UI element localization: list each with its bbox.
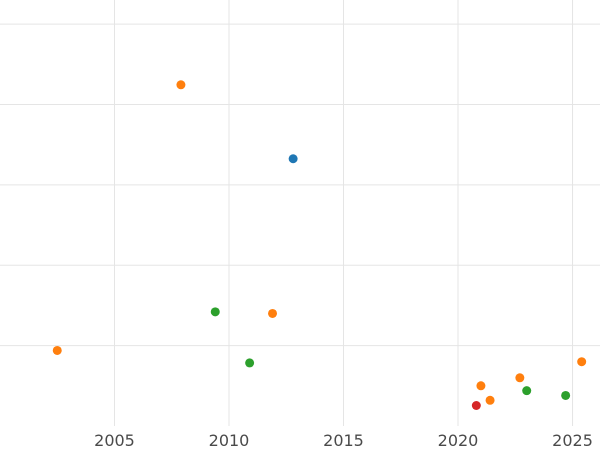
x-tick-label: 2010 [209,431,250,450]
data-point [245,358,255,368]
data-points [52,80,587,411]
data-point [471,401,481,411]
x-tick-label: 2015 [323,431,364,450]
data-point [268,308,278,318]
grid-layer [0,0,600,426]
data-point [288,154,298,164]
data-point [515,373,525,383]
x-tick-label: 2005 [94,431,135,450]
data-point [210,307,220,317]
data-point [561,390,571,400]
x-tick-label: 2025 [552,431,593,450]
x-axis-ticks: 2005 2010 2015 2020 2025 [94,431,593,450]
data-point [176,80,186,90]
x-tick-label: 2020 [438,431,479,450]
data-point [577,357,587,367]
data-point [52,345,62,355]
data-point [485,395,495,405]
data-point [476,381,486,391]
data-point [522,386,532,396]
